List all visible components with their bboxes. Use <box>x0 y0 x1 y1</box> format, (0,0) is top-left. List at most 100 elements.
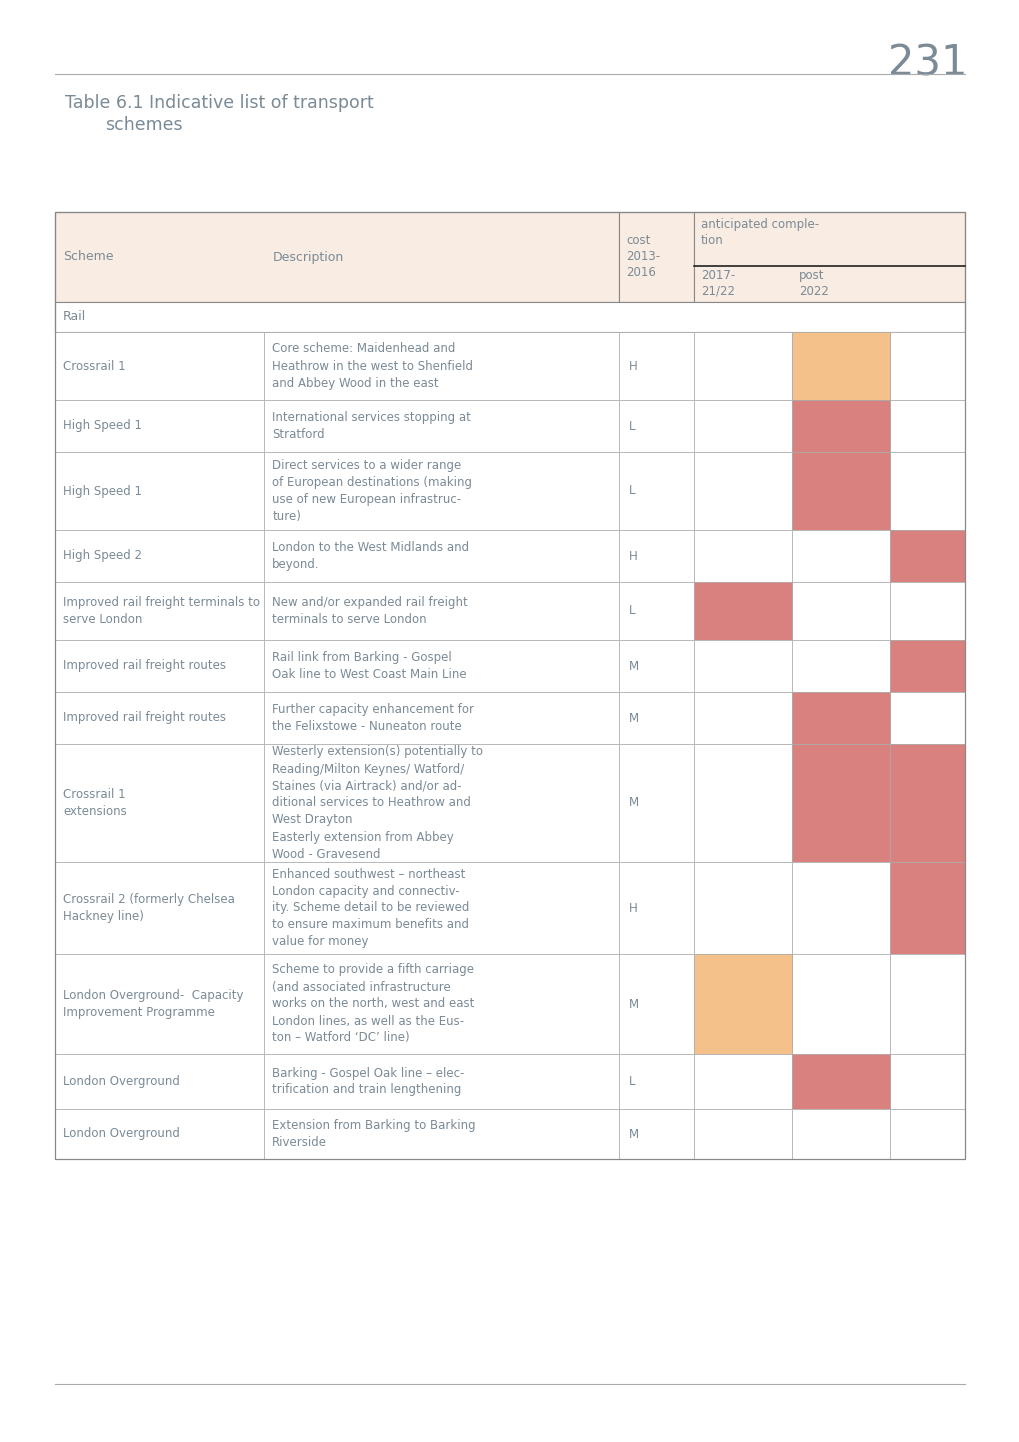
Bar <box>792 692 890 744</box>
Text: Scheme: Scheme <box>63 251 113 264</box>
Text: Extension from Barking to Barking
Riverside: Extension from Barking to Barking Rivers… <box>272 1119 476 1149</box>
Text: Improved rail freight routes: Improved rail freight routes <box>63 659 226 672</box>
Bar <box>55 531 264 583</box>
Text: cost
2013-
2016: cost 2013- 2016 <box>626 235 659 280</box>
Bar <box>55 583 264 640</box>
Bar <box>792 1054 890 1109</box>
Bar <box>619 692 693 744</box>
Bar <box>792 744 890 862</box>
Text: M: M <box>629 998 639 1011</box>
Bar <box>55 692 264 744</box>
Text: M: M <box>629 1128 639 1141</box>
Bar <box>55 640 264 692</box>
Text: H: H <box>629 359 637 372</box>
Bar <box>890 692 964 744</box>
Bar <box>619 1109 693 1159</box>
Bar <box>890 862 964 955</box>
Bar <box>619 399 693 451</box>
Bar <box>55 301 964 332</box>
Bar <box>264 692 619 744</box>
Bar <box>693 531 792 583</box>
Bar <box>693 640 792 692</box>
Text: M: M <box>629 659 639 672</box>
Text: anticipated comple-
tion: anticipated comple- tion <box>700 218 818 248</box>
Bar <box>890 1109 964 1159</box>
Bar <box>55 955 264 1054</box>
Bar <box>619 862 693 955</box>
Bar <box>693 451 792 531</box>
Bar <box>693 332 792 399</box>
Bar <box>792 1109 890 1159</box>
Bar <box>55 399 264 451</box>
Bar <box>792 332 890 399</box>
Text: M: M <box>629 711 639 724</box>
Bar <box>792 332 890 399</box>
Text: L: L <box>629 485 635 497</box>
Text: London Overground-  Capacity
Improvement Programme: London Overground- Capacity Improvement … <box>63 989 244 1019</box>
Text: Crossrail 2 (formerly Chelsea
Hackney line): Crossrail 2 (formerly Chelsea Hackney li… <box>63 893 234 923</box>
Bar <box>792 399 890 451</box>
Text: Table 6.1 Indicative list of transport: Table 6.1 Indicative list of transport <box>65 94 373 112</box>
Bar <box>693 583 792 640</box>
Text: post
2022: post 2022 <box>798 270 828 298</box>
Bar <box>890 640 964 692</box>
Text: L: L <box>629 1074 635 1089</box>
Bar <box>890 399 964 451</box>
Bar <box>264 531 619 583</box>
Bar <box>619 531 693 583</box>
Bar <box>264 1054 619 1109</box>
Bar <box>619 332 693 399</box>
Bar <box>890 531 964 583</box>
Text: Core scheme: Maidenhead and
Heathrow in the west to Shenfield
and Abbey Wood in : Core scheme: Maidenhead and Heathrow in … <box>272 343 473 389</box>
Text: 2017-
21/22: 2017- 21/22 <box>700 270 735 298</box>
Bar <box>619 212 693 301</box>
Text: Further capacity enhancement for
the Felixstowe - Nuneaton route: Further capacity enhancement for the Fel… <box>272 704 474 733</box>
Bar <box>619 583 693 640</box>
Text: High Speed 2: High Speed 2 <box>63 549 142 562</box>
Text: H: H <box>629 901 637 914</box>
Text: New and/or expanded rail freight
terminals to serve London: New and/or expanded rail freight termina… <box>272 596 468 626</box>
Bar <box>619 1054 693 1109</box>
Text: L: L <box>629 420 635 433</box>
Bar <box>55 1109 264 1159</box>
Bar <box>264 862 619 955</box>
Bar <box>890 640 964 692</box>
Bar <box>264 399 619 451</box>
Bar <box>890 451 964 531</box>
Bar <box>264 583 619 640</box>
Text: Description: Description <box>272 251 343 264</box>
Bar <box>693 955 792 1054</box>
Text: Crossrail 1: Crossrail 1 <box>63 359 125 372</box>
Text: High Speed 1: High Speed 1 <box>63 485 142 497</box>
Text: Enhanced southwest – northeast
London capacity and connectiv-
ity. Scheme detail: Enhanced southwest – northeast London ca… <box>272 868 469 949</box>
Bar <box>890 744 964 862</box>
Bar <box>792 451 890 531</box>
Bar <box>693 862 792 955</box>
Bar <box>792 531 890 583</box>
Text: Improved rail freight terminals to
serve London: Improved rail freight terminals to serve… <box>63 596 260 626</box>
Bar <box>264 640 619 692</box>
Bar <box>55 744 264 862</box>
Bar <box>792 692 890 744</box>
Bar <box>890 583 964 640</box>
Bar <box>619 955 693 1054</box>
Bar <box>55 862 264 955</box>
Text: schemes: schemes <box>105 115 182 134</box>
Bar <box>693 692 792 744</box>
Text: M: M <box>629 796 639 809</box>
Text: London Overground: London Overground <box>63 1074 179 1089</box>
Text: 231: 231 <box>888 42 967 84</box>
Bar <box>264 744 619 862</box>
Bar <box>693 955 792 1054</box>
Bar <box>693 744 792 862</box>
Text: Barking - Gospel Oak line – elec-
trification and train lengthening: Barking - Gospel Oak line – elec- trific… <box>272 1067 465 1096</box>
Bar <box>890 332 964 399</box>
Bar <box>792 744 890 862</box>
Text: H: H <box>629 549 637 562</box>
Bar <box>792 1054 890 1109</box>
Bar <box>264 1109 619 1159</box>
Bar <box>890 744 964 862</box>
Bar <box>55 451 264 531</box>
Text: Rail: Rail <box>63 310 87 323</box>
Text: London to the West Midlands and
beyond.: London to the West Midlands and beyond. <box>272 541 469 571</box>
